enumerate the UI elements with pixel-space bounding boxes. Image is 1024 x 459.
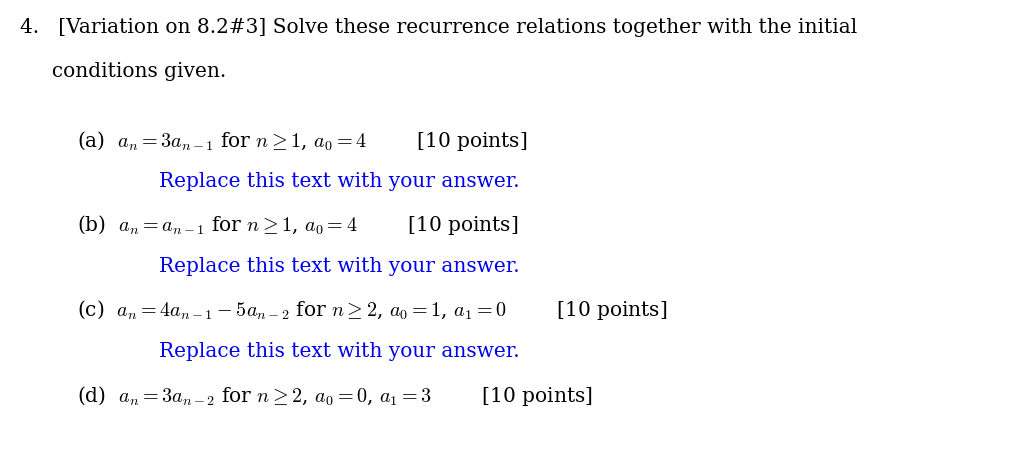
Text: (d)  $a_n = 3a_{n-2}$ for $n \geq 2$, $a_0 = 0$, $a_1 = 3$        [10 points]: (d) $a_n = 3a_{n-2}$ for $n \geq 2$, $a_… xyxy=(77,384,593,408)
Text: 4.   [Variation on 8.2#3] Solve these recurrence relations together with the ini: 4. [Variation on 8.2#3] Solve these recu… xyxy=(20,18,858,37)
Text: (c)  $a_n = 4a_{n-1} - 5a_{n-2}$ for $n \geq 2$, $a_0 = 1$, $a_1 = 0$        [10: (c) $a_n = 4a_{n-1} - 5a_{n-2}$ for $n \… xyxy=(77,298,667,322)
Text: conditions given.: conditions given. xyxy=(20,62,226,81)
Text: (b)  $a_n = a_{n-1}$ for $n \geq 1$, $a_0 = 4$        [10 points]: (b) $a_n = a_{n-1}$ for $n \geq 1$, $a_0… xyxy=(77,213,518,237)
Text: Replace this text with your answer.: Replace this text with your answer. xyxy=(159,172,519,191)
Text: Replace this text with your answer.: Replace this text with your answer. xyxy=(159,342,519,361)
Text: (a)  $a_n = 3a_{n-1}$ for $n \geq 1$, $a_0 = 4$        [10 points]: (a) $a_n = 3a_{n-1}$ for $n \geq 1$, $a_… xyxy=(77,129,527,152)
Text: Replace this text with your answer.: Replace this text with your answer. xyxy=(159,257,519,276)
